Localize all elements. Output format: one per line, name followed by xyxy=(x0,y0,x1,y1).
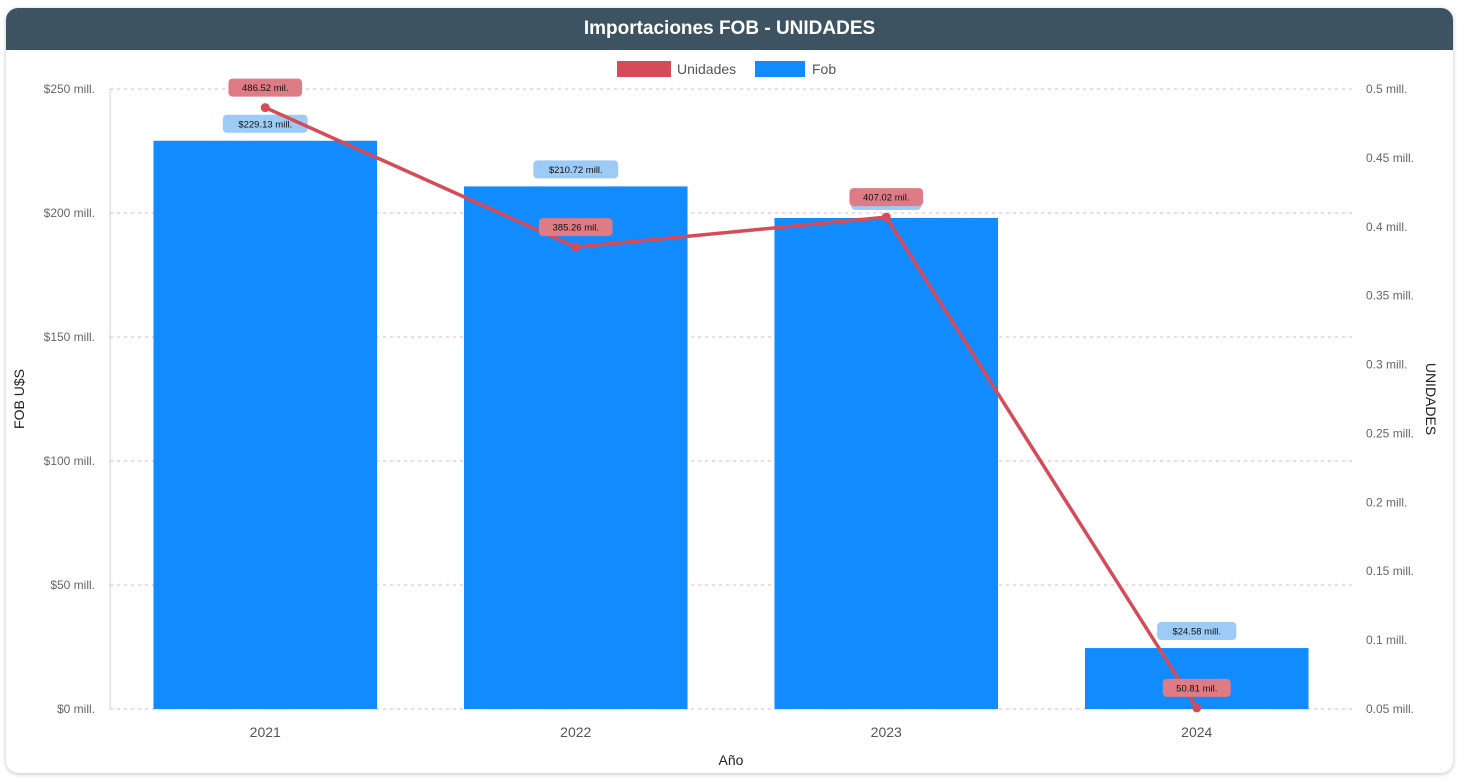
point-unidades-2023 xyxy=(881,212,891,222)
line-data-label-bg xyxy=(849,188,924,207)
point-unidades-2022 xyxy=(571,242,581,252)
bar-data-label: $210.72 mill. xyxy=(549,165,603,176)
bar-fob-2021 xyxy=(153,140,378,710)
line-data-label: 385.26 mil. xyxy=(553,223,599,234)
right-tick-label: 0.15 mill. xyxy=(1366,564,1414,578)
bar-data-label: $229.13 mill. xyxy=(238,119,292,130)
right-tick-label: 0.5 mill. xyxy=(1366,82,1407,96)
left-tick-label: $0 mill. xyxy=(57,702,95,716)
chart-header: Importaciones FOB - UNIDADES xyxy=(6,8,1453,50)
left-tick-label: $100 mill. xyxy=(44,454,95,468)
right-tick-label: 0.25 mill. xyxy=(1366,426,1414,440)
left-axis-title: FOB U$S xyxy=(11,369,27,429)
legend-swatch-fob xyxy=(755,61,805,77)
right-tick-label: 0.05 mill. xyxy=(1366,702,1414,716)
bar-data-label-bg xyxy=(533,160,619,179)
point-unidades-2021 xyxy=(260,103,270,113)
bar-fob-2022 xyxy=(463,186,688,709)
x-tick-label: 2021 xyxy=(250,724,281,740)
chart-card: Importaciones FOB - UNIDADES $0 mill. $50… xyxy=(6,8,1453,773)
point-unidades-2024 xyxy=(1192,703,1202,713)
x-tick-label: 2022 xyxy=(560,724,591,740)
line-data-label-bg xyxy=(1162,678,1231,697)
right-tick-label: 0.3 mill. xyxy=(1366,358,1407,372)
chart-title: Importaciones FOB - UNIDADES xyxy=(583,18,876,39)
right-tick-label: 0.45 mill. xyxy=(1366,151,1414,165)
line-unidades xyxy=(264,105,1199,709)
x-tick-label: 2023 xyxy=(871,724,902,740)
right-tick-label: 0.35 mill. xyxy=(1366,289,1414,303)
legend-label-fob: Fob xyxy=(812,61,836,77)
chart-area: $0 mill. $50 mill. $100 mill. $150 mill. $20… xyxy=(11,61,1439,768)
right-tick-label: 0.1 mill. xyxy=(1366,633,1407,647)
right-axis-title: UNIDADES xyxy=(1423,363,1439,435)
line-data-label: 486.52 mil. xyxy=(242,83,288,94)
line-data-label-bg xyxy=(538,218,613,237)
x-tick-label: 2024 xyxy=(1181,724,1212,740)
right-tick-label: 0.4 mill. xyxy=(1366,220,1407,234)
bar-fob-2023 xyxy=(774,217,999,709)
bar-data-label-bg xyxy=(1157,622,1237,641)
legend-swatch-unidades xyxy=(617,61,671,77)
line-data-label: 50.81 mil. xyxy=(1176,683,1217,694)
legend-label-unidades: Unidades xyxy=(677,61,736,77)
bar-fob-2024 xyxy=(1084,648,1309,709)
left-tick-label: $150 mill. xyxy=(44,330,95,344)
line-data-label: 407.02 mil. xyxy=(863,193,909,204)
bar-data-label-bg xyxy=(222,114,308,133)
bar-data-label: $24.58 mill. xyxy=(1172,627,1221,638)
left-tick-label: $250 mill. xyxy=(44,82,95,96)
line-data-label-bg xyxy=(228,78,303,97)
left-tick-label: $50 mill. xyxy=(50,578,95,592)
left-tick-label: $200 mill. xyxy=(44,206,95,220)
x-axis-title: Año xyxy=(719,752,744,768)
right-tick-label: 0.2 mill. xyxy=(1366,495,1407,509)
